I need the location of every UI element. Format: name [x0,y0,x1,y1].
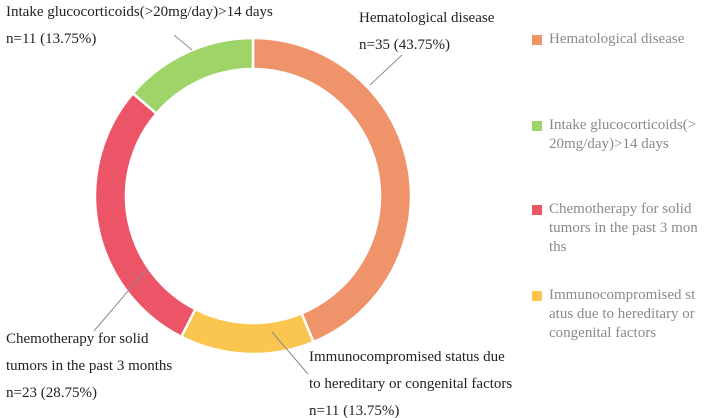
data-label-immunocompromised: Immunocompromised status due to hereditar… [309,349,512,418]
slice-chemotherapy [93,91,198,339]
data-label-line: n=11 (13.75%) [6,31,96,47]
legend-label-glucocorticoids: Intake glucocorticoids(>20mg/day)>14 day… [549,117,697,152]
leader-line-immunocompromised [271,331,309,375]
legend-label-chemotherapy: Chemotherapy for solid tumors in the pas… [549,201,698,255]
leader-line-hematological [369,54,403,86]
leader-line-chemotherapy [93,269,147,332]
legend-label-hematological: Hematological disease [549,31,685,47]
data-label-chemotherapy: Chemotherapy for solid tumors in the past… [6,331,172,401]
legend-swatch-immunocompromised [532,291,542,301]
data-label-line: Immunocompromised status due [309,349,505,365]
legend-item-chemotherapy: Chemotherapy for solid tumors in the pas… [532,200,699,257]
data-labels: Hematological disease n=35 (43.75%) Immuno… [6,4,512,418]
data-label-line: Chemotherapy for solid [6,331,149,347]
legend-swatch-chemotherapy [532,205,542,215]
leader-lines [93,34,403,375]
data-label-line: tumors in the past 3 months [6,358,172,374]
data-label-line: n=35 (43.75%) [359,37,450,53]
legend-item-glucocorticoids: Intake glucocorticoids(>20mg/day)>14 day… [532,116,699,154]
legend-item-immunocompromised: Immunocompromised status due to heredita… [532,286,699,343]
data-label-glucocorticoids: Intake glucocorticoids(>20mg/day)>14 day… [6,4,273,47]
slice-immunocompromised [179,307,316,356]
data-label-hematological: Hematological disease n=35 (43.75%) [359,10,495,53]
slice-glucocorticoids [131,36,255,116]
legend-swatch-hematological [532,35,542,45]
donut-slices [93,36,413,356]
legend-swatch-glucocorticoids [532,121,542,131]
leader-line-glucocorticoids [173,34,193,51]
data-label-line: Hematological disease [359,10,495,26]
legend-label-immunocompromised: Immunocompromised status due to heredita… [549,287,696,341]
legend-item-hematological: Hematological disease [532,30,699,49]
data-label-line: to hereditary or congenital factors [309,376,512,392]
data-label-line: n=23 (28.75%) [6,385,97,401]
slice-hematological [251,36,413,344]
data-label-line: Intake glucocorticoids(>20mg/day)>14 day… [6,4,273,20]
data-label-line: n=11 (13.75%) [309,403,399,418]
